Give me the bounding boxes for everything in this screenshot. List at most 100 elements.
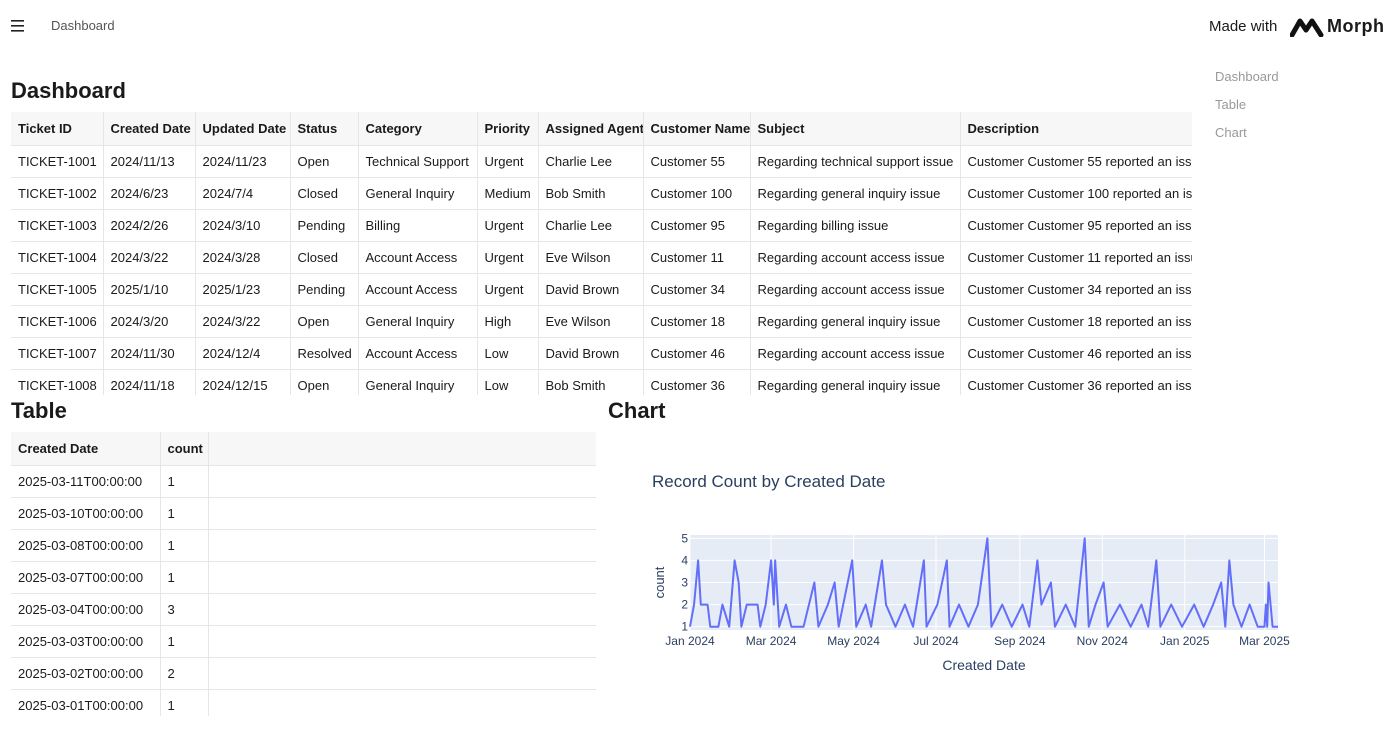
table-cell: TICKET-1007 bbox=[11, 337, 104, 370]
table-cell: 1 bbox=[160, 625, 209, 658]
x-tick-label: Nov 2024 bbox=[1077, 634, 1129, 648]
table-cell: Customer 36 bbox=[643, 369, 751, 395]
header-row: Created Date count bbox=[11, 432, 596, 466]
table-row: TICKET-1002 2024/6/23 2024/7/4 Closed Genera… bbox=[11, 177, 1192, 210]
header-row: Ticket ID Created Date Updated Date Status C… bbox=[11, 112, 1192, 146]
table-row: TICKET-1008 2024/11/18 2024/12/15 Open Gener… bbox=[11, 369, 1192, 395]
empty-cell bbox=[208, 529, 596, 562]
table-cell: Billing bbox=[358, 209, 478, 242]
table-cell: Open bbox=[290, 305, 359, 338]
nav-link[interactable]: Table bbox=[1215, 97, 1247, 112]
table-cell: 2025-03-10T00:00:00 bbox=[11, 497, 161, 530]
table-cell: 1 bbox=[160, 497, 209, 530]
table-cell: 2025-03-11T00:00:00 bbox=[11, 465, 161, 498]
table-cell: 2025-03-01T00:00:00 bbox=[11, 689, 161, 716]
table-cell: TICKET-1002 bbox=[11, 177, 104, 210]
table-cell: Customer Customer 55 reported an issu bbox=[960, 145, 1192, 178]
column-header: Customer Name bbox=[643, 112, 751, 146]
y-axis-title: count bbox=[652, 566, 667, 598]
table-cell: Regarding account access issue bbox=[750, 241, 961, 274]
table-cell: Regarding billing issue bbox=[750, 209, 961, 242]
table-cell: 2024/12/4 bbox=[195, 337, 291, 370]
table-cell: 2025-03-02T00:00:00 bbox=[11, 657, 161, 690]
table-cell: Regarding general inquiry issue bbox=[750, 177, 961, 210]
table-cell: Urgent bbox=[477, 145, 539, 178]
column-header: Ticket ID bbox=[11, 112, 104, 146]
table-cell: 2024/3/22 bbox=[103, 241, 196, 274]
table-cell: Regarding general inquiry issue bbox=[750, 305, 961, 338]
table-cell: General Inquiry bbox=[358, 369, 478, 395]
x-tick-label: May 2024 bbox=[827, 634, 880, 648]
table-cell: 2024/11/13 bbox=[103, 145, 196, 178]
table-row: TICKET-1005 2025/1/10 2025/1/23 Pending Acco… bbox=[11, 273, 1192, 306]
section-title: Chart bbox=[608, 398, 666, 423]
y-tick-label: 4 bbox=[681, 553, 688, 567]
column-header: Subject bbox=[750, 112, 961, 146]
table-cell: Customer 100 bbox=[643, 177, 751, 210]
section-title: Dashboard bbox=[11, 78, 126, 103]
table-row: 2025-03-08T00:00:00 1 bbox=[11, 529, 596, 562]
table-row: TICKET-1001 2024/11/13 2024/11/23 Open Techn… bbox=[11, 145, 1192, 178]
table-row: TICKET-1004 2024/3/22 2024/3/28 Closed Accou… bbox=[11, 241, 1192, 274]
table-cell: 2024/11/30 bbox=[103, 337, 196, 370]
table-cell: General Inquiry bbox=[358, 305, 478, 338]
table-cell: 2024/12/15 bbox=[195, 369, 291, 395]
table-cell: TICKET-1008 bbox=[11, 369, 104, 395]
table-cell: Low bbox=[477, 337, 539, 370]
empty-cell bbox=[208, 625, 596, 658]
menu-icon[interactable] bbox=[10, 19, 26, 33]
column-header: Status bbox=[290, 112, 359, 146]
table-cell: Customer Customer 95 reported an issu bbox=[960, 209, 1192, 242]
table-cell: 1 bbox=[160, 561, 209, 594]
table-row: 2025-03-03T00:00:00 1 bbox=[11, 625, 596, 658]
x-tick-label: Sep 2024 bbox=[994, 634, 1046, 648]
table-cell: Regarding account access issue bbox=[750, 273, 961, 306]
empty-cell bbox=[208, 593, 596, 626]
nav-link[interactable]: Dashboard bbox=[1215, 69, 1279, 84]
empty-cell bbox=[208, 497, 596, 530]
table-cell: Customer 11 bbox=[643, 241, 751, 274]
table-cell: Regarding technical support issue bbox=[750, 145, 961, 178]
table-cell: Medium bbox=[477, 177, 539, 210]
chart-title: Record Count by Created Date bbox=[652, 472, 885, 491]
table-cell: General Inquiry bbox=[358, 177, 478, 210]
table-cell: 2024/3/10 bbox=[195, 209, 291, 242]
table-cell: 2025/1/23 bbox=[195, 273, 291, 306]
table-cell: Account Access bbox=[358, 337, 478, 370]
chart: Record Count by Created Date 1 2 3 4 5 Jan 202… bbox=[652, 472, 1290, 673]
table-cell: TICKET-1005 bbox=[11, 273, 104, 306]
table-cell: Charlie Lee bbox=[538, 209, 644, 242]
table-cell: 1 bbox=[160, 689, 209, 716]
y-tick-label: 1 bbox=[681, 620, 688, 634]
table-cell: Charlie Lee bbox=[538, 145, 644, 178]
table-cell: Closed bbox=[290, 177, 359, 210]
table-cell: 2024/11/23 bbox=[195, 145, 291, 178]
table-cell: Customer 55 bbox=[643, 145, 751, 178]
table-cell: 2025-03-07T00:00:00 bbox=[11, 561, 161, 594]
table-cell: 2025-03-03T00:00:00 bbox=[11, 625, 161, 658]
table-cell: Urgent bbox=[477, 209, 539, 242]
table-cell: 2024/7/4 bbox=[195, 177, 291, 210]
breadcrumb[interactable]: Dashboard bbox=[51, 18, 115, 33]
table-cell: Customer 95 bbox=[643, 209, 751, 242]
made-with: Made with bbox=[1209, 18, 1278, 35]
nav-link[interactable]: Chart bbox=[1215, 125, 1247, 140]
table-cell: Open bbox=[290, 369, 359, 395]
table-cell: Customer Customer 18 reported an issu bbox=[960, 305, 1192, 338]
x-tick-label: Mar 2024 bbox=[746, 634, 797, 648]
tickets-table: Ticket ID Created Date Updated Date Status C… bbox=[11, 112, 1192, 395]
table-cell: Urgent bbox=[477, 273, 539, 306]
table-cell: TICKET-1001 bbox=[11, 145, 104, 178]
table-row: 2025-03-07T00:00:00 1 bbox=[11, 561, 596, 594]
table-cell: Pending bbox=[290, 209, 359, 242]
table: Created Date count 2025-03-11T00:00:00 1 202… bbox=[11, 432, 596, 716]
empty-cell bbox=[208, 689, 596, 716]
y-tick-label: 2 bbox=[681, 598, 688, 612]
table-cell: 1 bbox=[160, 529, 209, 562]
table-cell: Bob Smith bbox=[538, 369, 644, 395]
table-cell: 2024/6/23 bbox=[103, 177, 196, 210]
x-tick-label: Jul 2024 bbox=[913, 634, 959, 648]
x-tick-label: Jan 2024 bbox=[665, 634, 715, 648]
table-cell: Customer 46 bbox=[643, 337, 751, 370]
